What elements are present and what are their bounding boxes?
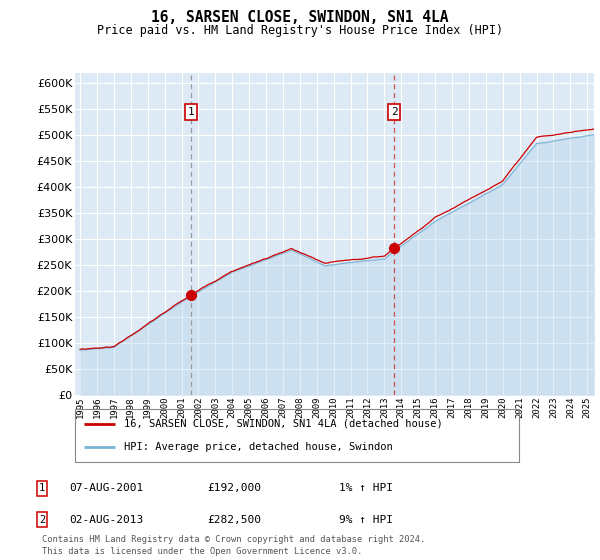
Text: 2: 2 bbox=[39, 515, 45, 525]
Text: 1% ↑ HPI: 1% ↑ HPI bbox=[339, 483, 393, 493]
Text: HPI: Average price, detached house, Swindon: HPI: Average price, detached house, Swin… bbox=[124, 442, 392, 452]
Text: 02-AUG-2013: 02-AUG-2013 bbox=[69, 515, 143, 525]
Text: £282,500: £282,500 bbox=[207, 515, 261, 525]
Text: Price paid vs. HM Land Registry's House Price Index (HPI): Price paid vs. HM Land Registry's House … bbox=[97, 24, 503, 36]
Text: 16, SARSEN CLOSE, SWINDON, SN1 4LA: 16, SARSEN CLOSE, SWINDON, SN1 4LA bbox=[151, 10, 449, 25]
Text: 16, SARSEN CLOSE, SWINDON, SN1 4LA (detached house): 16, SARSEN CLOSE, SWINDON, SN1 4LA (deta… bbox=[124, 419, 443, 429]
Text: This data is licensed under the Open Government Licence v3.0.: This data is licensed under the Open Gov… bbox=[42, 547, 362, 556]
Text: 2: 2 bbox=[391, 107, 398, 116]
Text: Contains HM Land Registry data © Crown copyright and database right 2024.: Contains HM Land Registry data © Crown c… bbox=[42, 535, 425, 544]
Text: 1: 1 bbox=[188, 107, 194, 116]
Text: 1: 1 bbox=[39, 483, 45, 493]
Text: 07-AUG-2001: 07-AUG-2001 bbox=[69, 483, 143, 493]
Text: £192,000: £192,000 bbox=[207, 483, 261, 493]
Text: 9% ↑ HPI: 9% ↑ HPI bbox=[339, 515, 393, 525]
